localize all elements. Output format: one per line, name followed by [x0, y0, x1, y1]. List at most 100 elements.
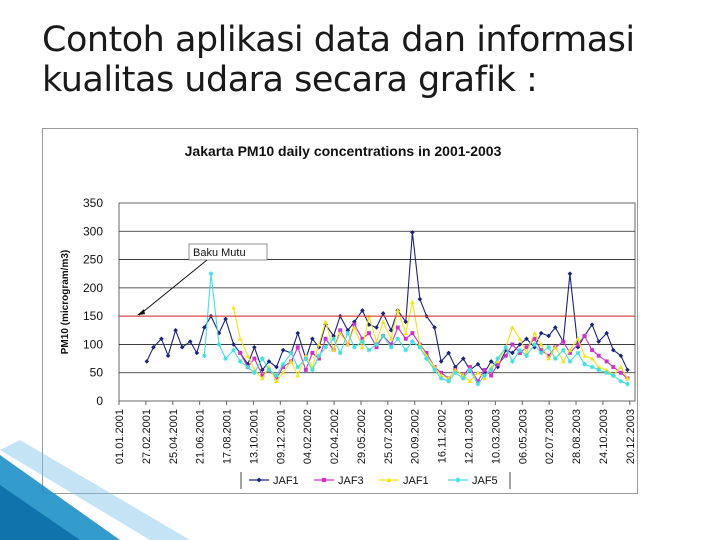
- data-point: [510, 359, 515, 364]
- data-point: [360, 336, 365, 341]
- data-point: [395, 336, 401, 342]
- data-point: [165, 353, 171, 359]
- data-point: [238, 350, 243, 355]
- data-point: [360, 308, 365, 313]
- x-tick-label: 04.02.2002: [302, 409, 314, 464]
- data-point: [331, 333, 336, 339]
- data-point: [561, 339, 566, 344]
- data-point: [546, 333, 551, 339]
- data-point: [403, 347, 409, 353]
- data-point: [144, 359, 150, 364]
- data-point: [295, 345, 300, 350]
- data-point: [475, 361, 481, 367]
- x-tick-label: 29.05.2002: [356, 409, 368, 464]
- data-point: [280, 361, 286, 367]
- data-point: [417, 296, 423, 302]
- data-point: [467, 378, 473, 384]
- corner-decoration: [0, 440, 190, 540]
- data-point: [590, 348, 595, 353]
- data-point: [295, 373, 301, 378]
- data-point: [410, 331, 415, 336]
- data-point: [389, 342, 394, 347]
- data-point: [532, 336, 537, 341]
- data-point: [561, 359, 566, 364]
- data-point: [274, 376, 279, 381]
- data-point: [552, 325, 558, 330]
- data-point: [575, 342, 580, 347]
- grid-layer: [118, 202, 636, 402]
- data-point: [295, 330, 301, 336]
- data-point: [337, 350, 343, 356]
- data-point: [187, 339, 193, 344]
- data-point: [538, 342, 544, 347]
- x-tick-label: 27.02.2001: [141, 409, 153, 464]
- data-point: [374, 345, 379, 350]
- data-point: [367, 331, 371, 336]
- data-point: [424, 356, 429, 361]
- slide-title-line-1: Contoh aplikasi data dan informasi: [42, 20, 635, 60]
- data-point: [352, 322, 357, 327]
- data-point: [303, 367, 308, 372]
- data-point: [618, 364, 624, 369]
- x-tick-label: 12.01.2003: [464, 409, 476, 464]
- data-point: [386, 477, 392, 482]
- data-point: [552, 356, 558, 361]
- y-tick-label: 250: [83, 253, 103, 267]
- x-tick-label: 09.12.2001: [275, 409, 287, 464]
- data-point: [274, 378, 279, 384]
- x-tick-label: 06.05.2003: [517, 409, 529, 464]
- series-layer: [144, 230, 630, 387]
- x-tick-label: 17.08.2001: [222, 409, 234, 464]
- data-point: [517, 347, 523, 353]
- baku-mutu-arrow: [138, 259, 208, 316]
- x-tick-label: 25.07.2002: [383, 409, 395, 464]
- data-point: [446, 350, 451, 356]
- data-point: [410, 299, 415, 304]
- data-point: [482, 373, 487, 378]
- y-tick-label: 50: [90, 366, 104, 380]
- baku-mutu-label-box: [188, 243, 268, 261]
- data-point: [252, 344, 257, 350]
- data-point: [567, 350, 572, 355]
- data-point: [503, 353, 508, 358]
- data-point: [596, 367, 601, 373]
- x-tick-label: 02.07.2003: [544, 409, 556, 464]
- data-point: [495, 356, 501, 361]
- data-point: [495, 362, 500, 367]
- data-point: [316, 342, 322, 347]
- data-point: [482, 367, 487, 372]
- y-tick-label: 0: [96, 394, 103, 408]
- data-point: [452, 364, 458, 370]
- data-point: [260, 373, 265, 378]
- data-point: [589, 364, 595, 370]
- data-point: [310, 367, 315, 373]
- series-jaf1-0: [144, 230, 630, 376]
- data-point: [403, 330, 409, 335]
- series-line: [233, 301, 628, 382]
- data-point: [510, 350, 515, 356]
- series-jaf1-2: [231, 299, 630, 384]
- data-point: [625, 367, 630, 373]
- data-point: [432, 325, 437, 330]
- data-point: [388, 336, 394, 341]
- data-point: [596, 339, 601, 344]
- y-tick-label: 150: [83, 309, 103, 323]
- data-point: [552, 344, 558, 350]
- data-point: [202, 325, 207, 330]
- data-point: [446, 378, 451, 384]
- x-tick-label: 16.11.2002: [437, 409, 449, 463]
- data-point: [618, 378, 624, 384]
- data-point: [288, 350, 294, 356]
- data-point: [310, 350, 315, 355]
- data-point: [295, 364, 301, 370]
- data-point: [216, 342, 222, 347]
- x-tick-label: 28.08.2003: [571, 409, 583, 464]
- x-tick-label: 01.01.2001: [114, 409, 126, 464]
- data-point: [452, 370, 458, 376]
- data-point: [561, 347, 566, 353]
- data-point: [256, 477, 262, 483]
- data-point: [439, 370, 444, 375]
- data-point: [216, 330, 222, 336]
- data-point: [410, 339, 415, 344]
- data-point: [231, 342, 236, 347]
